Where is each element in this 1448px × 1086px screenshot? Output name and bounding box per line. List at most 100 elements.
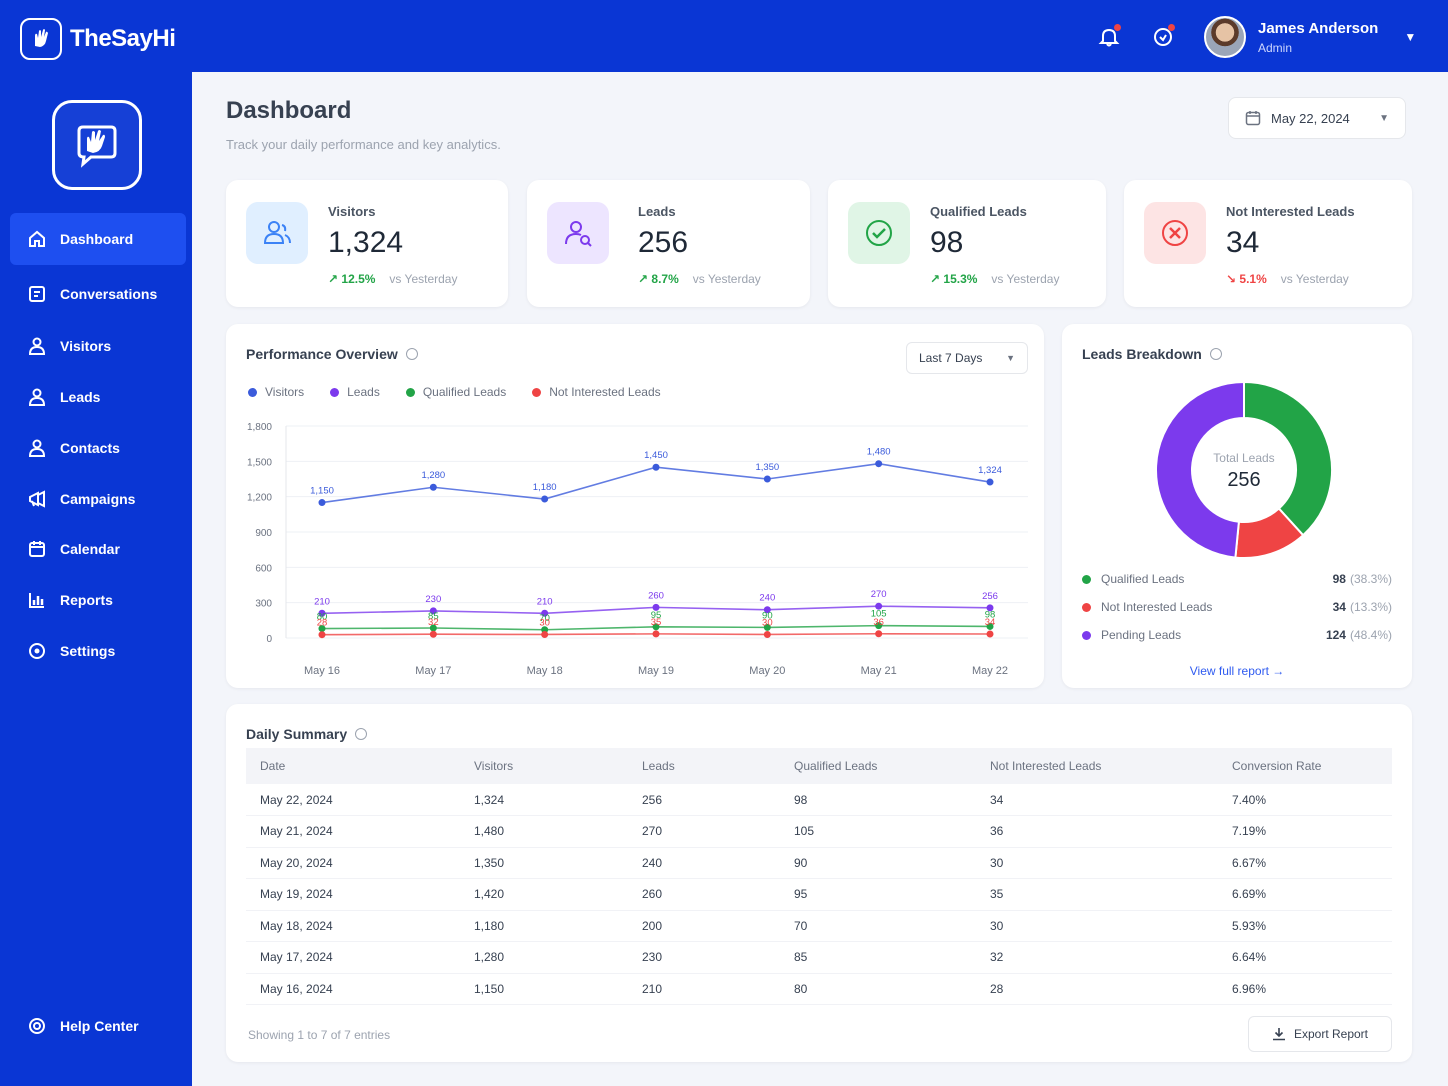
data-point[interactable]	[318, 609, 326, 617]
table-cell: 36	[976, 815, 1218, 848]
data-point[interactable]	[652, 603, 660, 611]
sidebar-item-conversations[interactable]: Conversations	[10, 268, 186, 320]
data-point[interactable]	[318, 631, 326, 639]
column-header[interactable]: Not Interested Leads	[990, 759, 1102, 773]
data-point[interactable]	[763, 606, 771, 614]
range-select[interactable]: Last 7 Days ▼	[906, 342, 1028, 374]
sidebar-item-leads[interactable]: Leads	[10, 371, 186, 423]
data-point[interactable]	[429, 483, 437, 491]
data-point[interactable]	[986, 622, 994, 630]
table-row[interactable]: May 17, 2024 1,280 230 85 32 6.64%	[246, 941, 1392, 974]
performance-line-chart: 0 300 600 900 1,200 1,500 1,800 May 16 May 17 May…	[247, 422, 1028, 677]
table-cell: 260	[628, 878, 780, 911]
y-tick-label: 1,200	[247, 493, 272, 504]
info-icon[interactable]	[355, 728, 368, 740]
sidebar-item-label: Leads	[60, 389, 101, 405]
data-point[interactable]	[875, 622, 883, 630]
sidebar-item-dashboard[interactable]: Dashboard	[10, 213, 186, 265]
donut-slice[interactable]	[1243, 380, 1333, 537]
data-label: 210	[537, 596, 553, 607]
gear-icon	[26, 640, 48, 662]
table-row[interactable]: May 19, 2024 1,420 260 95 35 6.69%	[246, 878, 1392, 911]
data-point[interactable]	[763, 623, 771, 631]
performance-overview-card: Performance Overview Last 7 Days ▼ Visit…	[226, 324, 1044, 688]
summary-table: Date Visitors Leads Qualified Leads Not …	[246, 748, 1392, 1005]
data-point[interactable]	[541, 630, 549, 638]
export-report-button[interactable]: Export Report	[1248, 1016, 1392, 1052]
data-point[interactable]	[986, 630, 994, 638]
stat-label: Not Interested Leads	[1226, 204, 1355, 219]
table-row[interactable]: May 20, 2024 1,350 240 90 30 6.67%	[246, 847, 1392, 879]
data-label: 260	[648, 590, 664, 601]
donut-slice[interactable]	[1155, 380, 1245, 559]
sidebar-item-settings[interactable]: Settings	[10, 625, 186, 677]
legend-item-not-interested-leads[interactable]: Not Interested Leads	[532, 385, 661, 399]
x-tick-label: May 16	[304, 665, 340, 677]
sidebar-item-visitors[interactable]: Visitors	[10, 320, 186, 372]
legend-item-leads[interactable]: Leads	[330, 385, 380, 399]
data-point[interactable]	[652, 463, 660, 471]
data-point[interactable]	[318, 625, 326, 633]
table-cell: 240	[628, 847, 780, 879]
info-icon[interactable]	[405, 348, 418, 360]
table-cell: 210	[628, 973, 780, 1005]
user-menu[interactable]: James Anderson Admin ▼	[1204, 16, 1416, 58]
table-cell: May 16, 2024	[246, 973, 460, 1005]
data-point[interactable]	[875, 602, 883, 610]
sidebar-item-calendar[interactable]: Calendar	[10, 523, 186, 575]
stat-compare: vs Yesterday	[389, 272, 458, 286]
data-point[interactable]	[429, 630, 437, 638]
brand[interactable]: TheSayHi	[20, 18, 176, 60]
data-point[interactable]	[986, 478, 994, 486]
data-point[interactable]	[986, 604, 994, 612]
sidebar-item-reports[interactable]: Reports	[10, 574, 186, 626]
sidebar-item-label: Visitors	[60, 338, 112, 354]
column-header[interactable]: Qualified Leads	[794, 759, 878, 773]
data-label: 1,180	[533, 482, 557, 493]
legend-item-qualified-leads[interactable]: Qualified Leads	[405, 385, 506, 399]
sidebar-item-campaigns[interactable]: Campaigns	[10, 473, 186, 525]
table-row[interactable]: May 18, 2024 1,180 200 70 30 5.93%	[246, 910, 1392, 942]
sidebar: Dashboard Conversations Visitors Leads C…	[0, 72, 192, 1086]
table-row[interactable]: May 21, 2024 1,480 270 105 36 7.19%	[246, 815, 1392, 848]
table-cell: 6.69%	[1218, 878, 1392, 911]
table-row[interactable]: May 22, 2024 1,324 256 98 34 7.40%	[246, 784, 1392, 816]
breakdown-title-text: Leads Breakdown	[1082, 346, 1202, 362]
chat-icon	[26, 283, 48, 305]
legend-item-visitors[interactable]: Visitors	[248, 385, 304, 399]
column-header[interactable]: Visitors	[474, 759, 514, 773]
data-point[interactable]	[763, 475, 771, 483]
table-row[interactable]: May 16, 2024 1,150 210 80 28 6.96%	[246, 973, 1392, 1005]
data-point[interactable]	[429, 607, 437, 615]
sidebar-item-contacts[interactable]: Contacts	[10, 422, 186, 474]
data-point[interactable]	[652, 630, 660, 638]
sidebar-item-label: Contacts	[60, 440, 120, 456]
data-point[interactable]	[875, 460, 883, 468]
data-point[interactable]	[875, 630, 883, 638]
table-cell: 256	[628, 784, 780, 816]
table-cell: 7.19%	[1218, 815, 1392, 848]
notification-dot	[1114, 24, 1121, 31]
data-label: 90	[762, 610, 773, 621]
data-point[interactable]	[429, 624, 437, 632]
data-point[interactable]	[652, 623, 660, 631]
help-center-link[interactable]: Help Center	[10, 1000, 186, 1052]
data-point[interactable]	[541, 609, 549, 617]
breakdown-row-qualified: Qualified Leads 98 (38.3%)	[1082, 572, 1392, 586]
messages-button[interactable]	[1150, 24, 1176, 50]
column-header[interactable]: Conversion Rate	[1232, 759, 1322, 773]
date-picker[interactable]: May 22, 2024 ▼	[1228, 97, 1406, 139]
column-header[interactable]: Leads	[642, 759, 675, 773]
column-header[interactable]: Date	[260, 759, 286, 773]
data-point[interactable]	[318, 499, 326, 507]
data-point[interactable]	[763, 630, 771, 638]
info-icon[interactable]	[1209, 348, 1222, 360]
message-icon	[1154, 28, 1172, 46]
table-cell: 1,350	[460, 847, 628, 879]
table-cell: 6.64%	[1218, 941, 1392, 974]
breakdown-label: Qualified Leads	[1101, 572, 1185, 586]
chevron-down-icon: ▼	[1404, 30, 1417, 44]
view-full-report-link[interactable]: View full report →	[1189, 664, 1285, 678]
data-point[interactable]	[541, 495, 549, 503]
notifications-button[interactable]	[1096, 24, 1122, 50]
